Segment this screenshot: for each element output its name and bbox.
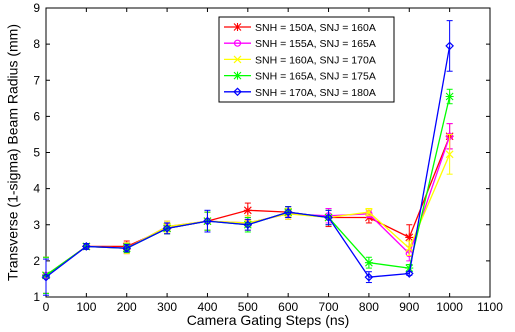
x-tick-label: 300 — [157, 300, 177, 314]
x-tick-label: 1000 — [436, 300, 463, 314]
y-tick-label: 1 — [33, 290, 40, 304]
y-tick-label: 7 — [33, 73, 40, 87]
data-point — [283, 207, 293, 217]
data-point — [162, 224, 172, 233]
legend: SNH = 150A, SNJ = 160A SNH = 155A, SNJ = … — [218, 16, 395, 103]
data-point — [364, 272, 374, 282]
x-tick-label: 200 — [117, 300, 137, 314]
legend-item: SNH = 150A, SNJ = 160A — [224, 22, 376, 34]
series-5 — [41, 20, 454, 296]
data-point — [203, 216, 212, 226]
data-point — [405, 244, 414, 253]
plot-area: 0 100 200 300 400 500 600 700 800 900 1000 1100 1 2 3 4… — [33, 1, 503, 314]
legend-marker — [233, 71, 242, 80]
legend-marker — [233, 87, 242, 97]
data-point — [364, 208, 373, 217]
x-tick-label: 500 — [238, 300, 258, 314]
x-tick-label: 600 — [278, 300, 298, 314]
y-tick-label: 5 — [33, 146, 40, 160]
legend-label: SNH = 160A, SNJ = 170A — [255, 54, 376, 66]
y-tick-label: 8 — [33, 37, 40, 51]
error-bar — [43, 258, 49, 296]
legend-item: SNH = 165A, SNJ = 175A — [224, 71, 376, 83]
legend-item: SNH = 155A, SNJ = 165A — [224, 38, 376, 50]
data-point — [243, 220, 253, 230]
x-tick-label: 100 — [76, 300, 96, 314]
legend-marker — [233, 55, 242, 64]
x-tick-label: 1100 — [477, 300, 503, 314]
legend-label: SNH = 150A, SNJ = 160A — [255, 22, 376, 34]
data-point — [404, 269, 414, 278]
x-tick-label: 900 — [399, 300, 419, 314]
data-point — [324, 213, 333, 222]
data-point — [405, 233, 414, 242]
x-axis-title: Camera Gating Steps (ns) — [187, 312, 350, 328]
y-tick-label: 4 — [33, 182, 40, 196]
data-point — [122, 243, 132, 253]
data-point — [82, 242, 91, 251]
data-point — [445, 92, 454, 101]
error-bar — [325, 209, 332, 226]
data-point — [445, 41, 454, 51]
legend-marker — [233, 23, 242, 31]
data-point — [243, 206, 252, 215]
y-tick-label: 6 — [33, 109, 40, 123]
y-tick-label: 3 — [33, 218, 40, 232]
error-bar — [204, 209, 211, 233]
y-tick-label: 9 — [33, 1, 40, 15]
x-tick-label: 700 — [319, 300, 339, 314]
legend-item: SNH = 160A, SNJ = 170A — [224, 54, 376, 66]
legend-marker — [233, 39, 242, 47]
legend-label: SNH = 165A, SNJ = 175A — [255, 71, 376, 83]
data-point — [405, 264, 414, 273]
error-bar — [446, 20, 453, 72]
legend-label: SNH = 170A, SNJ = 180A — [255, 87, 376, 99]
x-tick-label: 800 — [359, 300, 379, 314]
y-axis-title: Transverse (1-sigma) Beam Radius (mm) — [5, 24, 21, 281]
x-tick-label: 400 — [197, 300, 217, 314]
data-point — [41, 272, 51, 282]
legend-label: SNH = 155A, SNJ = 165A — [255, 38, 376, 50]
x-tick-label: 0 — [43, 300, 50, 314]
data-point — [445, 150, 454, 159]
data-point — [364, 258, 373, 267]
y-tick-label: 2 — [33, 254, 40, 268]
legend-item: SNH = 170A, SNJ = 180A — [224, 87, 376, 99]
